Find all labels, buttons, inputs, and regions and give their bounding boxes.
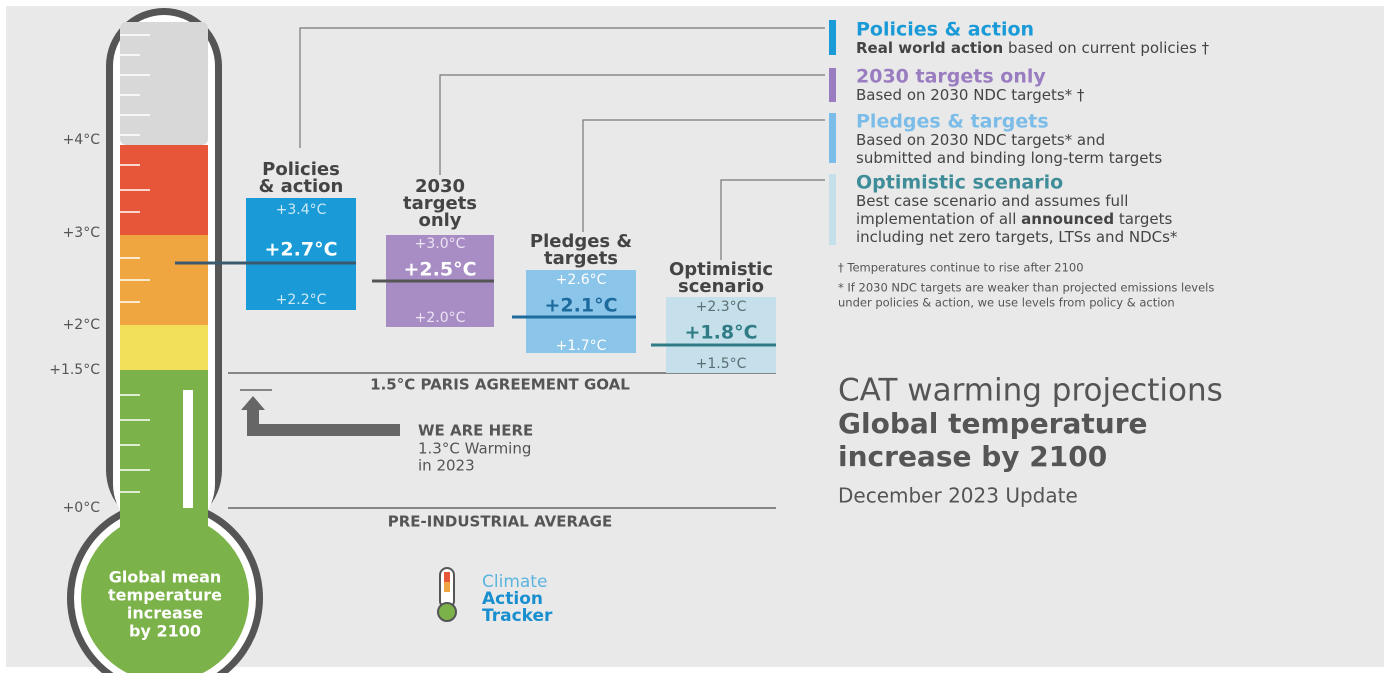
we-are-here-detail: in 2023 bbox=[418, 457, 475, 475]
high-value: +3.4°C bbox=[276, 202, 327, 218]
scenario-title: targets bbox=[403, 193, 477, 214]
bulb-label: by 2100 bbox=[129, 622, 201, 641]
central-value: +2.1°C bbox=[544, 295, 617, 317]
bulb-label: increase bbox=[127, 604, 203, 623]
legend-text: announced bbox=[1021, 210, 1114, 228]
legend-description: Best case scenario and assumes full bbox=[856, 192, 1128, 210]
axis-label: +4°C bbox=[63, 132, 101, 148]
legend-text: Real world action bbox=[856, 39, 1003, 57]
logo-icon bbox=[437, 567, 457, 622]
connectors bbox=[299, 27, 825, 260]
scenario-box bbox=[666, 297, 776, 373]
legend-title: 2030 targets only bbox=[856, 66, 1046, 88]
scenario-title: targets bbox=[544, 248, 618, 269]
legend-text: submitted and binding long-term targets bbox=[856, 149, 1162, 167]
legend-text: implementation of all bbox=[856, 210, 1021, 228]
logo-text: Action bbox=[482, 589, 543, 609]
legend-description: submitted and binding long-term targets bbox=[856, 149, 1162, 167]
legend-title: Policies & action bbox=[856, 19, 1034, 41]
we-are-here-detail: 1.3°C Warming bbox=[418, 440, 531, 458]
update: December 2023 Update bbox=[838, 484, 1078, 508]
footnote: † Temperatures continue to rise after 21… bbox=[838, 261, 1084, 275]
central-value: +1.8°C bbox=[684, 322, 757, 344]
scenario-box bbox=[526, 270, 636, 353]
legend-title: Optimistic scenario bbox=[856, 172, 1063, 194]
logo-text: Tracker bbox=[482, 606, 553, 626]
footnote: * If 2030 NDC targets are weaker than pr… bbox=[838, 281, 1214, 295]
legend-bar bbox=[829, 20, 836, 55]
legend-text: including net zero targets, LTSs and NDC… bbox=[856, 228, 1178, 246]
pre-industrial: PRE-INDUSTRIAL AVERAGE bbox=[388, 513, 613, 531]
legend-description: Based on 2030 NDC targets* † bbox=[856, 86, 1085, 104]
low-value: +1.5°C bbox=[696, 356, 747, 372]
bulb-label: temperature bbox=[108, 586, 222, 605]
high-value: +2.6°C bbox=[556, 272, 607, 288]
footnote: under policies & action, we use levels f… bbox=[838, 296, 1175, 310]
scenario-title: only bbox=[418, 210, 461, 231]
legend-text: Based on 2030 NDC targets* and bbox=[856, 131, 1105, 149]
axis-label: +1.5°C bbox=[49, 362, 100, 378]
legend-description: Based on 2030 NDC targets* and bbox=[856, 131, 1105, 149]
legend-bar bbox=[829, 113, 836, 163]
we-are-here: WE ARE HERE bbox=[418, 422, 533, 440]
central-value: +2.7°C bbox=[264, 239, 337, 261]
thermometer bbox=[67, 8, 263, 673]
legend-text: targets bbox=[1114, 210, 1172, 228]
legend-bar bbox=[829, 68, 836, 102]
low-value: +2.2°C bbox=[276, 292, 327, 308]
scenario-title: & action bbox=[259, 176, 344, 197]
logo-text: Climate bbox=[482, 572, 547, 592]
low-value: +1.7°C bbox=[556, 338, 607, 354]
axis-label: +0°C bbox=[63, 500, 101, 516]
scenario-title: scenario bbox=[678, 276, 764, 297]
heading: Global temperature bbox=[838, 407, 1148, 440]
scenario-title: Policies bbox=[262, 159, 340, 180]
high-value: +3.0°C bbox=[415, 236, 466, 252]
scenario-title: 2030 bbox=[415, 176, 465, 197]
bulb-label: Global mean bbox=[109, 568, 222, 587]
scenario-title: Optimistic bbox=[669, 259, 773, 280]
high-value: +2.3°C bbox=[696, 299, 747, 315]
heading: CAT warming projections bbox=[838, 373, 1223, 409]
legend-text: Best case scenario and assumes full bbox=[856, 192, 1128, 210]
legend-bar bbox=[829, 174, 836, 245]
arrow bbox=[241, 396, 400, 436]
legend-description: implementation of all announced targets bbox=[856, 210, 1172, 228]
scenario-box bbox=[246, 198, 356, 310]
legend-text: based on current policies † bbox=[1003, 39, 1209, 57]
legend-description: Real world action based on current polic… bbox=[856, 39, 1210, 57]
legend-description: including net zero targets, LTSs and NDC… bbox=[856, 228, 1178, 246]
legend-text: Based on 2030 NDC targets* † bbox=[856, 86, 1085, 104]
legend-title: Pledges & targets bbox=[856, 111, 1049, 133]
central-value: +2.5°C bbox=[403, 259, 476, 281]
heading: increase by 2100 bbox=[838, 440, 1107, 473]
low-value: +2.0°C bbox=[415, 310, 466, 326]
axis-label: +2°C bbox=[63, 317, 101, 333]
paris-goal: 1.5°C PARIS AGREEMENT GOAL bbox=[370, 376, 630, 394]
axis-label: +3°C bbox=[63, 225, 101, 241]
scenario-title: Pledges & bbox=[530, 231, 632, 252]
